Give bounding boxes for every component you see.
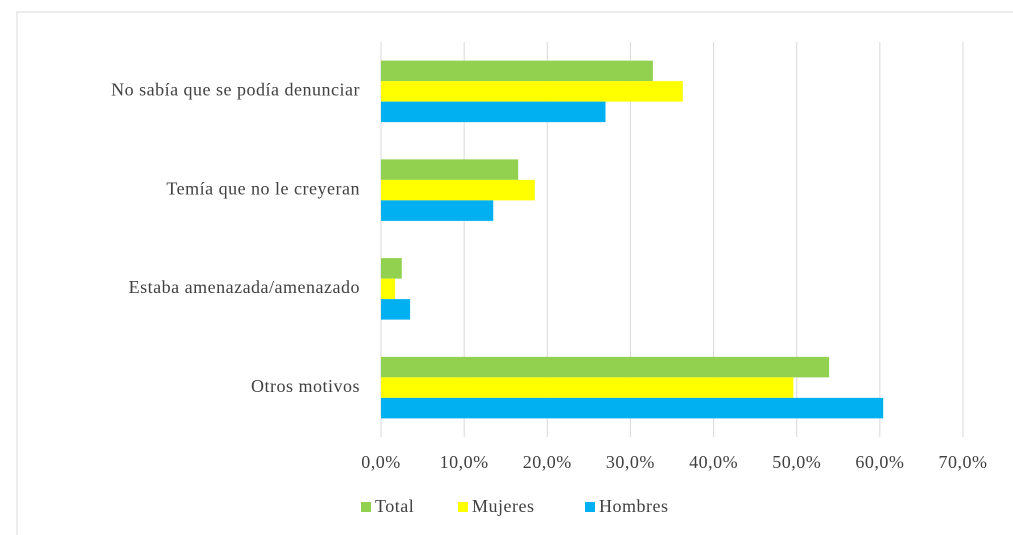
legend-swatch bbox=[585, 502, 595, 512]
y-tick-label: No sabía que se podía denunciar bbox=[111, 80, 360, 100]
bar bbox=[381, 200, 494, 221]
bar bbox=[381, 299, 411, 320]
x-tick-label: 20,0% bbox=[523, 452, 572, 472]
bar bbox=[381, 278, 396, 300]
x-tick-label: 70,0% bbox=[939, 452, 988, 472]
x-tick-label: 10,0% bbox=[440, 452, 489, 472]
bar bbox=[381, 159, 519, 180]
bar bbox=[381, 377, 794, 398]
bar bbox=[381, 397, 884, 419]
x-tick-label: 40,0% bbox=[689, 452, 738, 472]
legend-label: Mujeres bbox=[472, 496, 534, 516]
y-tick-label: Otros motivos bbox=[251, 376, 360, 396]
bar bbox=[381, 60, 653, 82]
legend-swatch bbox=[458, 502, 468, 512]
x-tick-label: 0,0% bbox=[361, 452, 401, 472]
y-tick-label: Temía que no le creyeran bbox=[166, 178, 360, 198]
y-tick-label: Estaba amenazada/amenazado bbox=[129, 277, 360, 297]
bar bbox=[381, 258, 402, 279]
bar bbox=[381, 81, 683, 102]
bar bbox=[381, 356, 830, 378]
bar bbox=[381, 179, 535, 201]
x-tick-label: 60,0% bbox=[855, 452, 904, 472]
bar bbox=[381, 101, 606, 123]
x-tick-label: 50,0% bbox=[772, 452, 821, 472]
legend-label: Total bbox=[375, 496, 414, 516]
chart-frame bbox=[16, 11, 1013, 535]
legend-swatch bbox=[361, 502, 371, 512]
legend-label: Hombres bbox=[599, 496, 669, 516]
x-tick-label: 30,0% bbox=[606, 452, 655, 472]
